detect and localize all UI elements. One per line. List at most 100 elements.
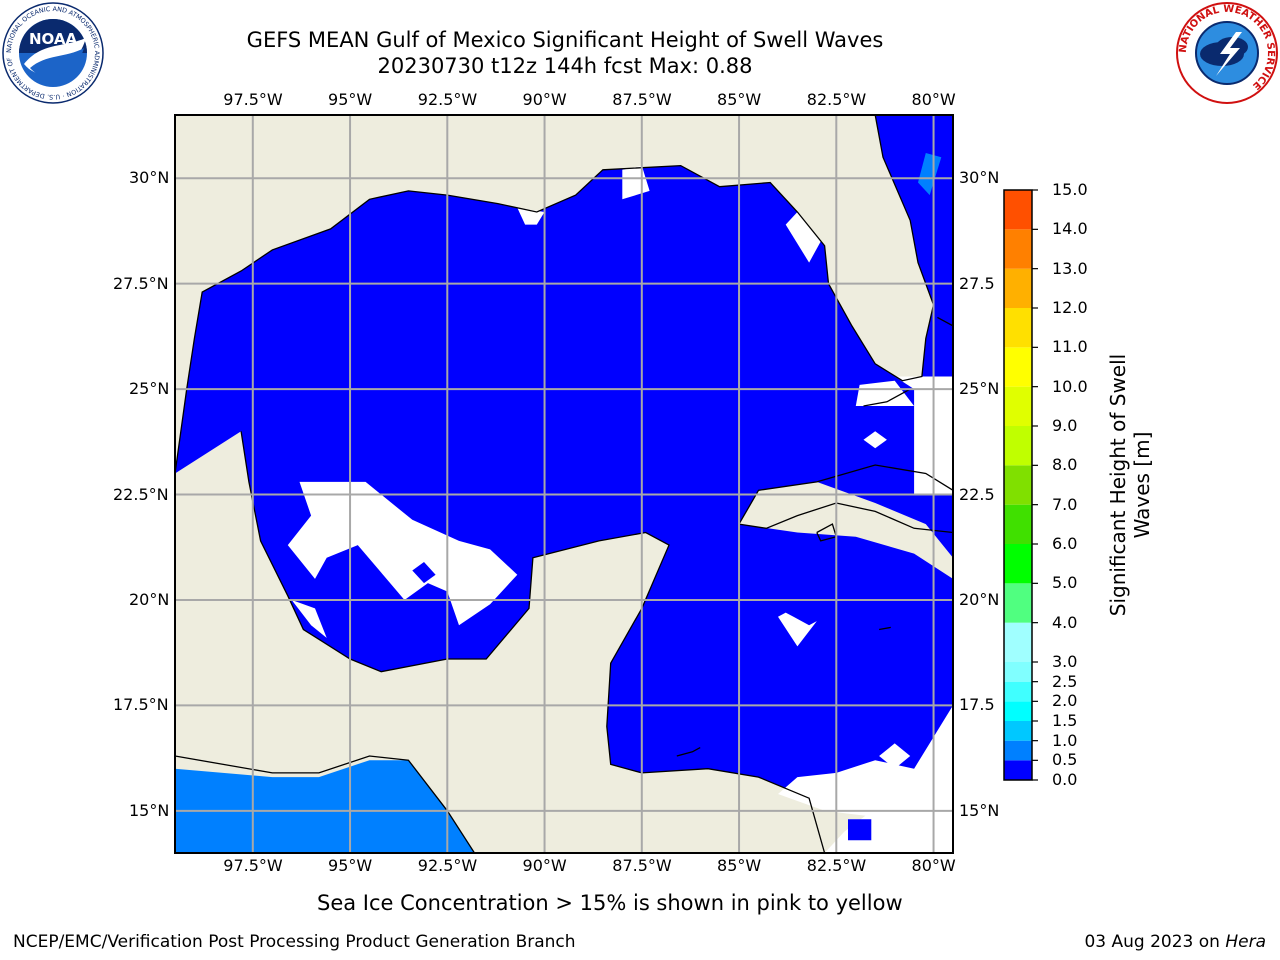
colorbar-bin xyxy=(1004,760,1032,780)
lon-tick-label-bottom: 92.5°W xyxy=(417,856,478,875)
colorbar-label: Significant Height of Swell Waves [m] xyxy=(1106,353,1154,617)
lat-tick-label-left: 30°N xyxy=(129,168,170,188)
colorbar-tick-label: 13.0 xyxy=(1052,258,1088,278)
lat-tick-label-left: 27.5°N xyxy=(113,273,169,293)
lon-tick-label-bottom: 80°W xyxy=(911,856,956,875)
lon-tick-label-bottom: 85°W xyxy=(717,856,762,875)
colorbar-tick-label: 3.0 xyxy=(1052,652,1078,671)
colorbar-bin xyxy=(1004,701,1032,721)
nws-logo-icon: NATIONAL WEATHER SERVICE xyxy=(1176,2,1278,104)
colorbar-bin xyxy=(1004,268,1032,308)
masked-region xyxy=(894,376,953,495)
lon-tick-label-top: 90°W xyxy=(522,90,567,109)
lon-tick-label-top: 85°W xyxy=(717,90,762,109)
footer-machine: Hera xyxy=(1225,932,1266,952)
colorbar-tick-label: 0.5 xyxy=(1052,750,1078,770)
gulf-ocean-field xyxy=(175,115,953,811)
chart-subtitle: 20230730 t12z 144h fcst Max: 0.88 xyxy=(377,54,753,78)
coastline xyxy=(863,388,911,407)
masked-region xyxy=(785,212,821,263)
lon-tick-label-top: 95°W xyxy=(328,90,373,109)
svg-text:NOAA: NOAA xyxy=(29,30,78,48)
lon-tick-label-top: 82.5°W xyxy=(806,90,867,109)
colorbar-tick-label: 9.0 xyxy=(1052,416,1078,435)
lon-tick-label-bottom: 97.5°W xyxy=(223,856,283,875)
masked-region xyxy=(778,705,953,820)
colorbar-tick-label: 7.0 xyxy=(1052,494,1078,514)
footer-date: 03 Aug 2023 on Hera xyxy=(1084,932,1266,952)
colorbar-bin xyxy=(1004,347,1032,387)
colorbar-bin xyxy=(1004,465,1032,505)
colorbar-tick-label: 4.0 xyxy=(1052,612,1078,632)
lon-tick-label-bottom: 90°W xyxy=(522,856,567,875)
map-frame xyxy=(174,114,954,854)
lat-tick-label-right: 25°N xyxy=(959,379,1000,399)
colorbar-bin xyxy=(1004,308,1032,348)
colorbar-bin xyxy=(1004,544,1032,584)
colorbar-bin xyxy=(1004,740,1032,761)
lat-tick-label-left: 15°N xyxy=(129,800,170,820)
colorbar-tick-label: 6.0 xyxy=(1052,534,1078,553)
lon-tick-label-top: 80°W xyxy=(911,90,956,109)
colorbar-tick-label: 14.0 xyxy=(1052,219,1088,239)
masked-region xyxy=(879,743,911,769)
lon-tick-label-bottom: 87.5°W xyxy=(612,856,672,875)
atlantic-patch xyxy=(918,153,942,196)
pacific-ocean-field xyxy=(175,760,475,853)
colorbar-bin xyxy=(1004,504,1032,544)
lat-tick-label-right: 15°N xyxy=(959,800,1000,820)
colorbar-bin xyxy=(1004,426,1032,466)
coastline xyxy=(240,431,826,853)
lon-tick-label-bottom: 82.5°W xyxy=(806,856,867,875)
lon-tick-label-bottom: 95°W xyxy=(328,856,373,875)
map-layer xyxy=(175,115,953,853)
colorbar-tick-label: 2.0 xyxy=(1052,691,1078,711)
colorbar-frame xyxy=(1003,189,1033,781)
colorbar-tick-label: 2.5 xyxy=(1052,671,1078,691)
colorbar-bin xyxy=(1004,662,1032,682)
masked-region xyxy=(291,600,327,638)
colorbar-tick-label: 15.0 xyxy=(1052,180,1088,199)
footer-branch: NCEP/EMC/Verification Post Processing Pr… xyxy=(13,932,576,952)
noaa-logo-icon: NATIONAL OCEANIC AND ATMOSPHERIC ADMINIS… xyxy=(2,2,104,104)
masked-region xyxy=(863,431,887,449)
colorbar-bin xyxy=(1004,583,1032,623)
colorbar-tick-label: 10.0 xyxy=(1052,376,1088,396)
lat-tick-label-right: 17.5 xyxy=(959,695,995,715)
coastline xyxy=(175,115,935,474)
lat-tick-label-left: 22.5°N xyxy=(113,484,169,504)
coastline xyxy=(937,313,953,327)
lon-tick-label-top: 87.5°W xyxy=(612,90,672,109)
colorbar-bin xyxy=(1004,386,1032,426)
lat-tick-label-right: 20°N xyxy=(959,589,1000,609)
coastline xyxy=(878,626,891,631)
lat-tick-label-left: 17.5°N xyxy=(113,695,169,715)
lat-tick-label-left: 25°N xyxy=(129,379,170,399)
chart-title: GEFS MEAN Gulf of Mexico Significant Hei… xyxy=(246,28,884,52)
masked-region xyxy=(287,481,518,626)
colorbar-tick-label: 1.0 xyxy=(1052,730,1078,750)
colorbar-bin xyxy=(1004,622,1032,662)
colorbar-tick-label: 12.0 xyxy=(1052,298,1088,317)
coastline xyxy=(738,464,953,534)
colorbar-bin xyxy=(1004,721,1032,741)
footer-date-text: 03 Aug 2023 on xyxy=(1084,932,1226,952)
colorbar-tick-label: 0.0 xyxy=(1052,770,1078,789)
sea-ice-note: Sea Ice Concentration > 15% is shown in … xyxy=(317,891,903,915)
lon-tick-label-top: 97.5°W xyxy=(223,90,283,109)
masked-region xyxy=(855,380,915,406)
masked-region xyxy=(778,612,817,647)
colorbar-tick-label: 11.0 xyxy=(1052,337,1088,357)
coastline xyxy=(676,747,701,757)
colorbar-tick-label: 8.0 xyxy=(1052,455,1078,475)
colorbar-bin xyxy=(1004,229,1032,269)
masked-region xyxy=(824,802,953,853)
lat-tick-label-right: 30°N xyxy=(959,168,1000,188)
lat-tick-label-left: 20°N xyxy=(129,589,170,609)
colorbar-bin xyxy=(1004,190,1032,230)
lat-tick-label-right: 22.5 xyxy=(959,484,995,504)
ocean-patch xyxy=(412,562,436,584)
colorbar-tick-label: 1.5 xyxy=(1052,711,1078,730)
lon-tick-label-top: 92.5°W xyxy=(417,90,478,109)
